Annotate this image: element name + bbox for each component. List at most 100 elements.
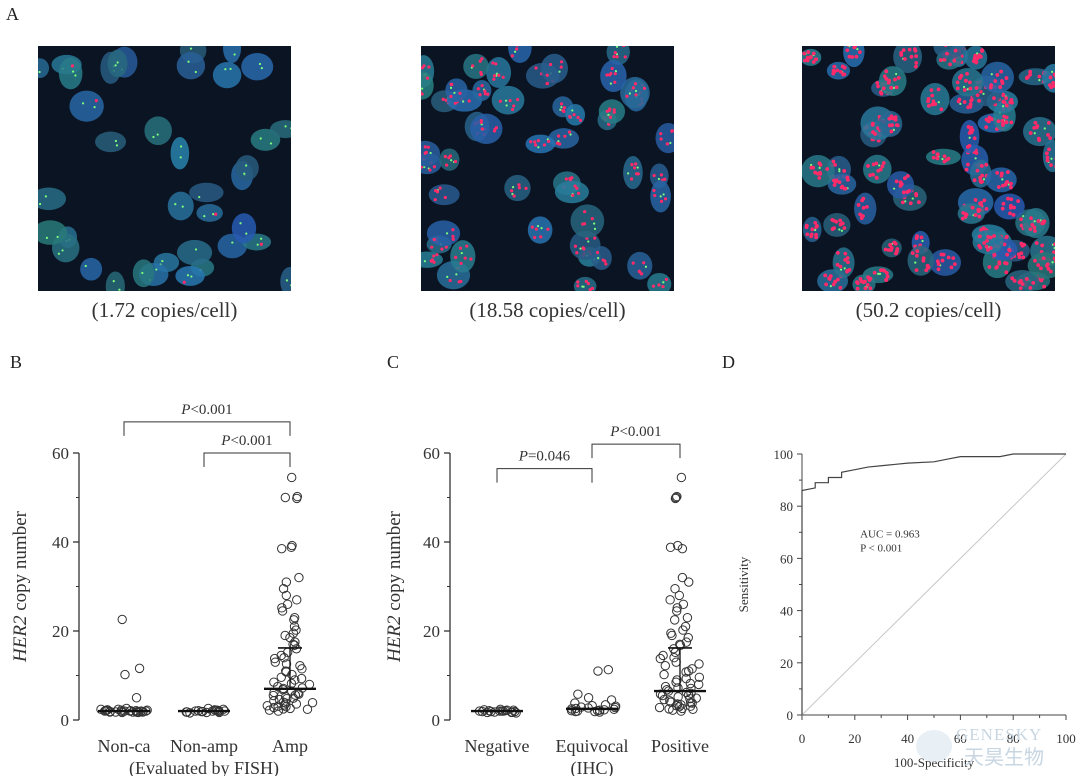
green-signal	[1043, 127, 1046, 130]
data-point	[665, 595, 675, 605]
green-signal	[189, 47, 193, 50]
nucleus	[823, 212, 851, 237]
x-tick-label: 60	[954, 731, 967, 746]
red-signal	[625, 94, 629, 98]
red-signal	[837, 180, 842, 185]
red-signal	[547, 139, 551, 143]
green-signal	[450, 159, 453, 162]
red-signal	[534, 66, 538, 70]
green-signal	[843, 267, 846, 270]
x-tick-label: 80	[1007, 731, 1020, 746]
red-signal	[581, 246, 585, 250]
data-point	[185, 708, 195, 718]
red-signal	[977, 214, 982, 219]
red-signal	[817, 161, 822, 166]
green-signal	[904, 200, 907, 203]
green-signal	[460, 251, 463, 255]
panel-letter-b: B	[10, 352, 23, 372]
red-signal	[926, 265, 931, 270]
red-signal	[425, 76, 430, 80]
red-signal	[924, 268, 929, 273]
red-signal	[612, 108, 616, 112]
red-signal	[670, 129, 674, 133]
green-signal	[840, 229, 843, 232]
red-signal	[982, 241, 987, 245]
red-signal	[567, 130, 572, 134]
red-signal	[1021, 255, 1026, 260]
red-signal	[562, 106, 566, 110]
green-signal	[203, 215, 206, 218]
green-signal	[56, 235, 59, 239]
red-signal	[993, 79, 998, 83]
red-signal	[637, 269, 641, 273]
red-signal	[845, 48, 850, 53]
nucleus	[189, 182, 224, 203]
red-signal	[965, 71, 969, 76]
red-signal	[814, 57, 819, 62]
green-signal	[1053, 246, 1055, 250]
green-signal	[116, 61, 119, 64]
green-signal	[1033, 220, 1036, 223]
red-signal	[448, 278, 452, 283]
red-signal	[1051, 84, 1055, 88]
red-signal	[586, 281, 591, 286]
data-point	[278, 704, 289, 714]
red-signal	[1022, 242, 1027, 247]
red-signal	[901, 190, 906, 195]
red-signal	[432, 254, 436, 258]
red-signal	[905, 174, 910, 178]
data-point	[294, 572, 304, 583]
red-signal	[914, 268, 919, 273]
red-signal	[975, 168, 980, 173]
red-signal	[810, 227, 815, 232]
red-signal	[548, 62, 553, 67]
red-signal	[433, 198, 437, 202]
red-signal	[1016, 199, 1021, 204]
red-signal	[631, 86, 636, 90]
red-signal	[664, 277, 668, 282]
red-signal	[914, 54, 919, 59]
green-signal	[513, 50, 517, 53]
red-signal	[458, 246, 463, 250]
green-signal	[878, 272, 882, 275]
red-signal	[805, 232, 810, 237]
red-signal	[875, 81, 880, 85]
red-signal	[938, 58, 943, 62]
red-signal	[863, 286, 868, 291]
red-signal	[421, 90, 422, 93]
red-signal	[1051, 250, 1055, 255]
red-signal	[936, 87, 941, 92]
x-category-label: Non-amp	[170, 736, 238, 756]
red-signal	[842, 72, 847, 77]
data-point	[302, 704, 313, 715]
red-signal	[1025, 75, 1030, 80]
red-signal	[992, 253, 997, 258]
green-signal	[569, 133, 572, 136]
red-signal	[465, 244, 469, 248]
red-signal	[434, 188, 438, 193]
green-signal	[114, 64, 117, 67]
red-signal	[608, 73, 612, 77]
red-signal	[963, 78, 968, 83]
nucleus	[167, 191, 194, 221]
red-signal	[977, 234, 982, 239]
data-point	[295, 661, 305, 671]
red-signal	[480, 127, 484, 131]
green-signal	[609, 82, 612, 85]
red-signal	[894, 85, 899, 90]
red-signal	[986, 247, 990, 252]
green-signal	[878, 164, 881, 167]
red-signal	[831, 159, 836, 164]
green-signal	[921, 239, 924, 243]
red-signal	[556, 134, 561, 138]
red-signal	[615, 55, 619, 59]
green-signal	[810, 163, 813, 167]
data-point	[603, 665, 614, 675]
nucleus	[80, 257, 103, 281]
nucleus	[627, 251, 653, 280]
data-point	[659, 669, 669, 680]
roc-curve	[801, 453, 1066, 715]
nucleus	[463, 53, 489, 79]
data-point	[674, 590, 685, 601]
green-signal	[614, 70, 618, 73]
